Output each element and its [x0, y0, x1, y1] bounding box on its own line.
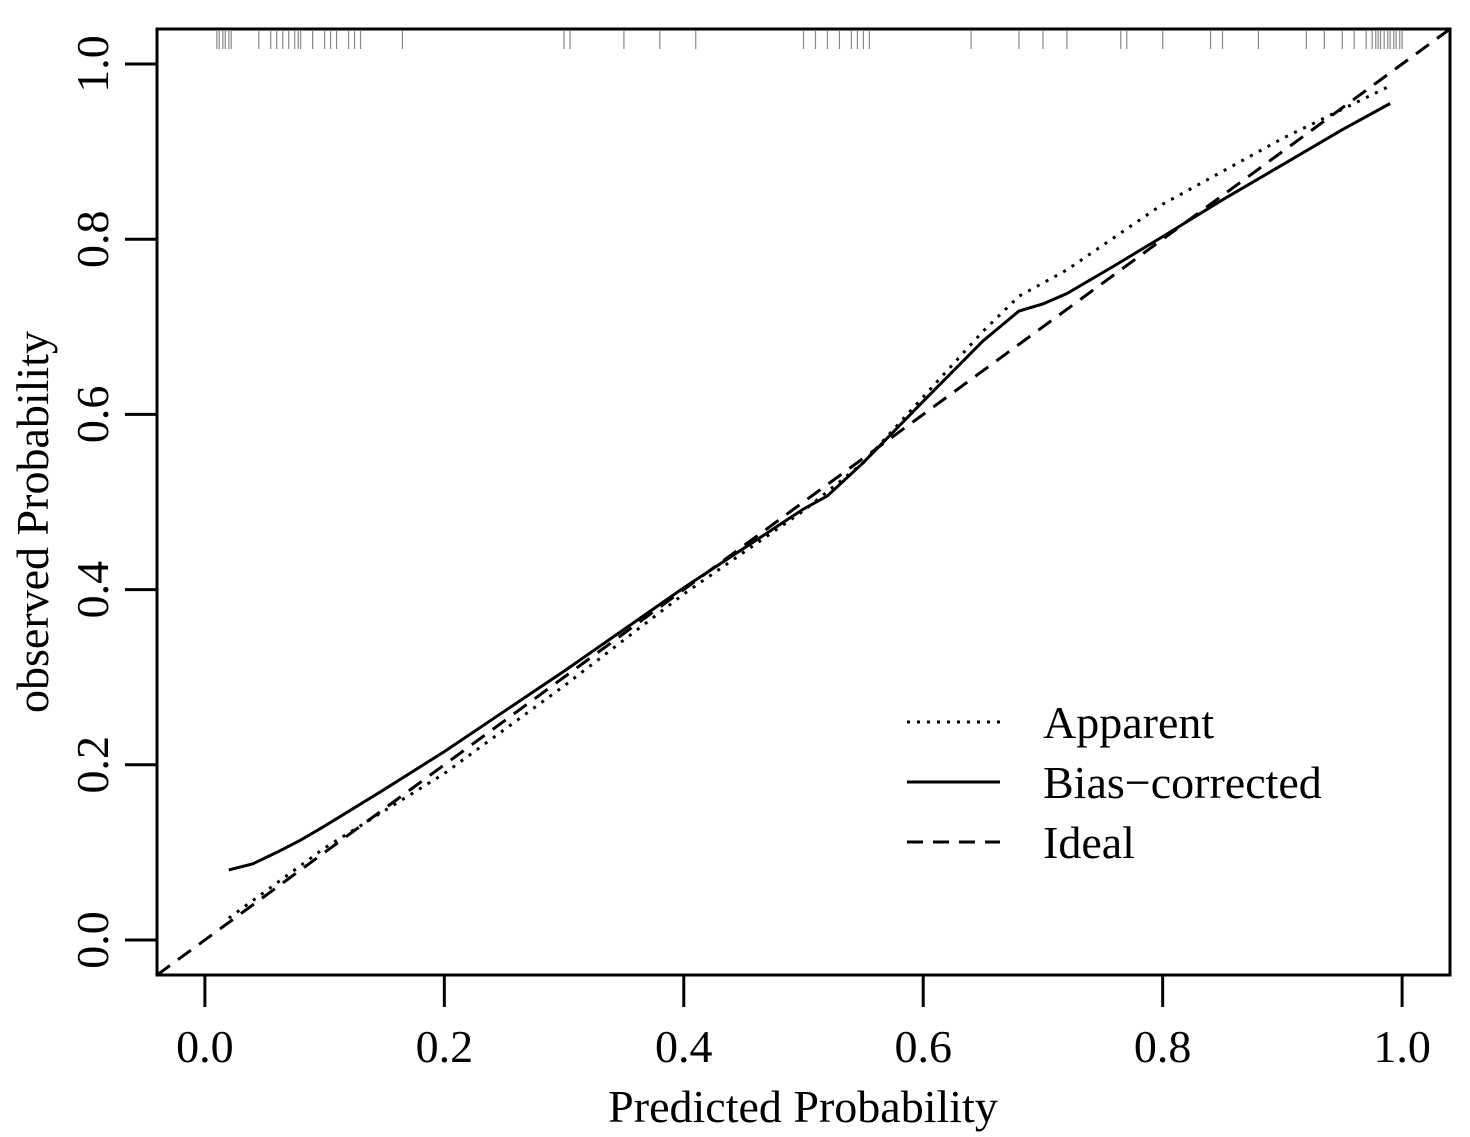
- x-tick-label: 0.0: [176, 1021, 234, 1072]
- legend-label-1: Apparent: [1043, 697, 1214, 748]
- y-tick-label: 0.8: [67, 210, 118, 268]
- x-tick-label: 1.0: [1373, 1021, 1431, 1072]
- x-tick-label: 0.2: [416, 1021, 474, 1072]
- series-layer: [157, 29, 1450, 975]
- series-line-2: [228, 102, 1391, 872]
- series-line-3: [157, 29, 1450, 975]
- y-tick-label: 0.4: [67, 561, 118, 619]
- legend-label-3: Ideal: [1043, 817, 1135, 868]
- x-tick-label: 0.6: [894, 1021, 952, 1072]
- x-axis: 0.0 0.2 0.4 0.6 0.8 1.0: [176, 973, 1431, 1072]
- x-axis-title: Predicted Probability: [608, 1081, 998, 1132]
- y-tick-label: 0.6: [67, 386, 118, 444]
- y-axis-title: observed Probability: [7, 331, 58, 713]
- x-tick-label: 0.8: [1134, 1021, 1192, 1072]
- y-tick-label: 1.0: [67, 35, 118, 93]
- legend: Apparent Bias−corrected Ideal: [907, 697, 1322, 868]
- y-tick-label: 0.2: [67, 736, 118, 794]
- y-axis: 0.0 0.2 0.4 0.6 0.8 1.0: [67, 35, 159, 969]
- rug-layer: [216, 31, 1403, 49]
- x-tick-label: 0.4: [655, 1021, 713, 1072]
- legend-label-2: Bias−corrected: [1043, 757, 1322, 808]
- y-tick-label: 0.0: [67, 911, 118, 969]
- series-line-1: [227, 84, 1391, 920]
